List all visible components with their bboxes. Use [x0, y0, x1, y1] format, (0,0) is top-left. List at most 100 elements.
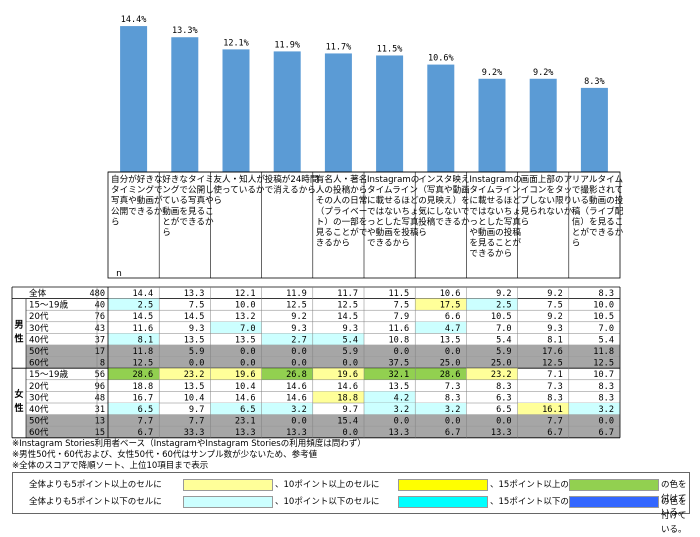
legend-swatch-5pt-below — [183, 496, 273, 508]
reference-row-shade — [26, 356, 620, 369]
table-n-value: 48 — [95, 393, 105, 403]
footnotes: ※Instagram Stories利用者ベース（InstagramやInsta… — [12, 439, 366, 472]
table-cell-value: 6.7 — [445, 428, 461, 438]
category-label: Instagramのタイムラインに載せるほどではないちょっとした写真や動画の投稿… — [469, 175, 521, 259]
table-cell-value: 9.7 — [189, 405, 205, 415]
table-cell-value: 10.7 — [593, 370, 614, 380]
table-cell-value: 13.5 — [388, 382, 409, 392]
table-row-label: 40代 — [29, 404, 49, 415]
table-cell-value: 9.2 — [547, 289, 563, 299]
table-cell-value: 7.1 — [547, 370, 563, 380]
table-cell-value: 11.7 — [337, 289, 358, 299]
bar-value-label: 9.2% — [482, 68, 502, 78]
table-cell-highlight — [108, 298, 160, 311]
table-cell-value: 0.0 — [189, 359, 205, 369]
table-cell-value: 2.5 — [496, 301, 512, 311]
bar-value-label: 8.3% — [584, 77, 604, 87]
table-cell-value: 28.6 — [132, 370, 153, 380]
table-n-value: 8 — [100, 359, 105, 369]
group-label-char: 性 — [14, 402, 23, 414]
table-cell-value: 13.3 — [388, 428, 409, 438]
table-cell-value: 23.2 — [184, 370, 205, 380]
bar-value-label: 11.5% — [377, 44, 403, 54]
legend-prefix: 全体よりも5ポイント以下のセルに — [29, 497, 162, 507]
table-cell-value: 0.0 — [445, 347, 461, 357]
table-row-label: 40代 — [29, 334, 49, 345]
table-row-label: 15～19歳 — [29, 368, 68, 380]
table-cell-value: 0.0 — [496, 417, 512, 427]
table-cell-value: 23.2 — [491, 370, 512, 380]
table-cell-highlight — [108, 333, 160, 345]
table-cell-value: 12.5 — [132, 359, 153, 369]
legend-swatch-5pt-above — [183, 479, 273, 491]
table-cell-value: 2.5 — [138, 301, 154, 311]
table-cell-value: 18.8 — [132, 382, 153, 392]
table-cell-value: 13.3 — [235, 428, 256, 438]
table-cell-value: 6.7 — [547, 428, 563, 438]
table-cell-value: 9.7 — [342, 405, 358, 415]
table-row-label: 50代 — [29, 346, 49, 357]
table-cell-highlight — [312, 368, 364, 380]
table-cell-highlight — [261, 403, 313, 415]
table-cell-value: 10.5 — [593, 312, 614, 322]
category-label: リアルタイムで撮影されている動画の投稿（ライブ配信）を見ることができるから — [572, 174, 624, 249]
table-cell-value: 8.1 — [547, 335, 563, 345]
table-cell-value: 14.5 — [337, 312, 358, 322]
category-label: インスタ映え（写真や動画の見映え）を気にしないで投稿できるから — [418, 173, 470, 238]
table-cell-value: 8.3 — [496, 382, 512, 392]
table-cell-value: 5.4 — [496, 335, 512, 345]
legend-text: の色を付けている。 — [661, 480, 687, 518]
table-cell-highlight — [261, 333, 313, 345]
table-cell-value: 3.2 — [598, 405, 614, 415]
legend-text: 、10ポイント以上のセルに — [275, 480, 380, 490]
table-cell-value: 17.6 — [542, 347, 563, 357]
bar-value-label: 10.6% — [428, 54, 454, 64]
table-cell-value: 14.6 — [337, 382, 358, 392]
n-column-header: n — [116, 269, 122, 279]
table-cell-value: 0.0 — [598, 417, 614, 427]
table-row-label: 15～19歳 — [29, 299, 68, 311]
table-cell-value: 32.1 — [388, 370, 409, 380]
table-cell-highlight — [210, 368, 262, 380]
table-cell-value: 5.4 — [598, 335, 614, 345]
table-cell-value: 11.8 — [132, 347, 153, 357]
table-cell-highlight — [210, 403, 262, 415]
bar-value-label: 11.9% — [274, 40, 300, 50]
bar — [273, 51, 301, 173]
table-cell-value: 11.8 — [593, 347, 614, 357]
table-cell-value: 8.3 — [598, 289, 614, 299]
category-label: 投稿が24時間で消えるから — [265, 173, 319, 196]
table-cell-value: 8.3 — [547, 393, 563, 403]
category-label: Instagramのタイムラインに載せるほどではないちょっとした写真や動画を投稿… — [367, 175, 419, 249]
footnote: ※Instagram Stories利用者ベース（InstagramやInsta… — [12, 439, 366, 449]
table-cell-value: 13.3 — [491, 428, 512, 438]
table-cell-value: 25.0 — [491, 359, 512, 369]
legend-text: 、15ポイント以上のセルに — [490, 480, 595, 490]
legend-prefix: 全体よりも5ポイント以上のセルに — [29, 480, 162, 490]
table-cell-value: 5.4 — [342, 335, 358, 345]
table-cell-value: 6.6 — [445, 312, 461, 322]
legend-swatch-15pt-below — [569, 496, 659, 508]
table-cell-value: 7.7 — [547, 417, 563, 427]
table-cell-value: 9.2 — [496, 289, 512, 299]
reference-row-shade — [26, 414, 620, 427]
bar-value-label: 9.2% — [533, 68, 553, 78]
table-cell-value: 11.5 — [388, 289, 409, 299]
table-cell-highlight — [517, 403, 569, 415]
table-cell-highlight — [108, 403, 160, 415]
table-cell-value: 12.5 — [337, 301, 358, 311]
table-cell-value: 19.6 — [235, 370, 256, 380]
table-cell-value: 0.0 — [291, 359, 307, 369]
bar — [222, 49, 250, 172]
table-row-label: 20代 — [29, 311, 49, 322]
table-cell-value: 37.5 — [388, 359, 409, 369]
reference-row-shade — [26, 345, 620, 357]
table-cell-value: 7.0 — [598, 324, 614, 334]
table-cell-value: 10.0 — [593, 301, 614, 311]
table-cell-value: 14.6 — [235, 393, 256, 403]
bar-value-label: 12.1% — [223, 38, 249, 48]
table-cell-value: 10.6 — [440, 289, 461, 299]
table-n-value: 76 — [95, 312, 105, 322]
table-cell-value: 7.0 — [240, 324, 256, 334]
group-label-char: 性 — [14, 332, 23, 344]
